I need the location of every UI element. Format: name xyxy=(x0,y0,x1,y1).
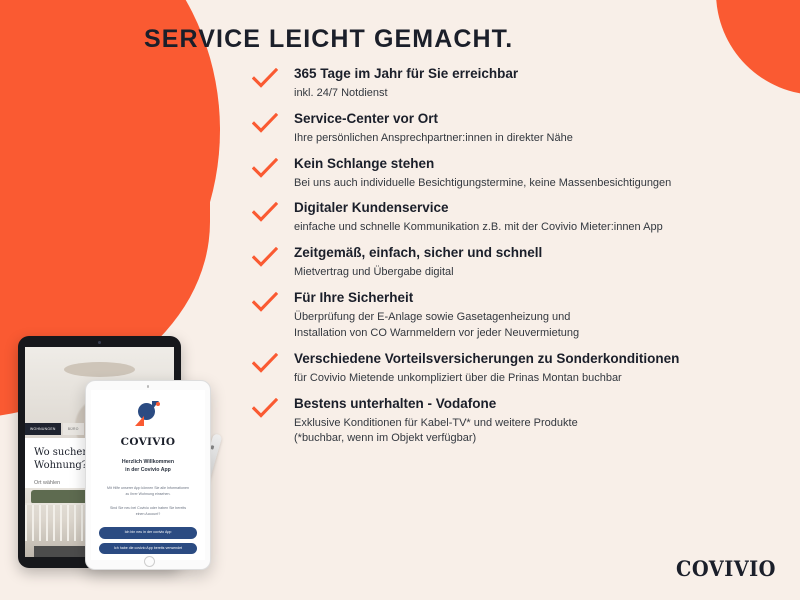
list-item-title: Digitaler Kundenservice xyxy=(294,200,449,216)
list-item-title: Kein Schlange stehen xyxy=(294,155,435,171)
camera-icon xyxy=(98,341,101,344)
app-welcome-line1: Herzlich Willkommen xyxy=(121,459,175,465)
list-item-text: Kein Schlange stehen Bei uns auch indivi… xyxy=(294,156,780,192)
app-body-line3: Sind Sie neu bei Covivio oder haben Sie … xyxy=(109,505,187,510)
list-item-sub: Ihre persönlichen Ansprechpartner:innen … xyxy=(294,131,573,144)
check-icon xyxy=(252,66,294,88)
tab-buero[interactable]: BÜRO xyxy=(62,422,84,435)
list-item-sub: für Covivio Mietende unkompliziert über … xyxy=(294,371,622,384)
list-item-title: Service-Center vor Ort xyxy=(294,110,439,126)
list-item-text: Bestens unterhalten - Vodafone Exklusive… xyxy=(294,396,780,448)
search-heading-line1: Wo suchen Sie eine xyxy=(34,447,133,459)
list-item-title: Bestens unterhalten - Vodafone xyxy=(294,395,497,411)
search-heading-line2: Wohnung? xyxy=(34,459,88,471)
app-new-user-button[interactable]: Ich bin neu in der covivio App xyxy=(99,527,197,539)
check-icon xyxy=(252,290,294,312)
list-item: Bestens unterhalten - Vodafone Exklusive… xyxy=(252,396,780,448)
list-item-title: Zeitgemäß, einfach, sicher und schnell xyxy=(294,245,543,261)
list-item: 365 Tage im Jahr für Sie erreichbar inkl… xyxy=(252,66,780,102)
list-item-sub: Überprüfung der E-Anlage sowie Gasetagen… xyxy=(294,310,571,323)
list-item-title: Für Ihre Sicherheit xyxy=(294,290,414,306)
app-welcome-heading: Herzlich Willkommen in der Covivio App xyxy=(91,459,205,475)
list-item-text: Digitaler Kundenservice einfache und sch… xyxy=(294,200,780,236)
list-item: Verschiedene Vorteilsversicherungen zu S… xyxy=(252,351,780,387)
app-body-paragraph-2: Sind Sie neu bei Covivio oder haben Sie … xyxy=(91,505,205,517)
app-existing-user-button[interactable]: Ich habe die covivio App bereits verwend… xyxy=(99,542,197,555)
list-item-sub: einfache und schnelle Kommunikation z.B.… xyxy=(294,221,663,234)
list-item-text: Zeitgemäß, einfach, sicher und schnell M… xyxy=(294,245,780,281)
home-button-icon[interactable] xyxy=(143,556,155,567)
camera-icon xyxy=(146,385,150,388)
list-item-sub: (*buchbar, wenn im Objekt verfügbar) xyxy=(294,432,477,445)
list-item: Service-Center vor Ort Ihre persönlichen… xyxy=(252,111,780,147)
app-body-line1: Mit Hilfe unserer App können Sie alle In… xyxy=(107,485,189,490)
covivio-logo: COVIVIO xyxy=(676,556,776,581)
list-item: Digitaler Kundenservice einfache und sch… xyxy=(252,200,780,236)
app-welcome-screen: COVIVIO Herzlich Willkommen in der Coviv… xyxy=(91,390,205,560)
list-item-title: 365 Tage im Jahr für Sie erreichbar xyxy=(294,66,519,81)
app-brand-wordmark: COVIVIO xyxy=(120,436,176,448)
check-icon xyxy=(252,200,294,223)
list-item-text: 365 Tage im Jahr für Sie erreichbar inkl… xyxy=(294,66,780,102)
list-item-text: Service-Center vor Ort Ihre persönlichen… xyxy=(294,111,780,147)
app-body-line2: zu Ihrer Wohnung einsehen. xyxy=(125,491,171,496)
lamp-shape xyxy=(63,361,136,377)
check-icon xyxy=(252,245,294,267)
list-item: Zeitgemäß, einfach, sicher und schnell M… xyxy=(252,245,780,281)
tab-wohnungen[interactable]: WOHNUNGEN xyxy=(25,422,61,435)
list-item-text: Verschiedene Vorteilsversicherungen zu S… xyxy=(294,351,780,387)
list-item: Kein Schlange stehen Bei uns auch indivi… xyxy=(252,156,780,192)
list-item-sub: Mietvertrag und Übergabe digital xyxy=(294,266,454,279)
list-item-sub: inkl. 24/7 Notdienst xyxy=(294,86,388,99)
list-item: Für Ihre Sicherheit Überprüfung der E-An… xyxy=(252,290,780,342)
check-icon xyxy=(252,111,294,133)
list-item-sub: Exklusive Konditionen für Kabel-TV* und … xyxy=(294,416,578,429)
check-icon xyxy=(252,396,294,418)
covivio-app-logo-icon xyxy=(135,401,161,427)
check-icon xyxy=(252,156,294,178)
list-item-sub: Bei uns auch individuelle Besichtigungst… xyxy=(294,176,672,189)
page-title: SERVICE LEICHT GEMACHT. xyxy=(144,25,514,53)
app-body-paragraph-1: Mit Hilfe unserer App können Sie alle In… xyxy=(91,485,205,497)
check-icon xyxy=(252,351,294,373)
tablet-device-front: COVIVIO Herzlich Willkommen in der Coviv… xyxy=(85,380,211,570)
list-item-text: Für Ihre Sicherheit Überprüfung der E-An… xyxy=(294,290,780,342)
benefits-list: 365 Tage im Jahr für Sie erreichbar inkl… xyxy=(252,66,780,456)
list-item-sub: Installation von CO Warnmeldern vor jede… xyxy=(294,326,580,339)
app-welcome-line2: in der Covivio App xyxy=(125,466,171,473)
list-item-title: Verschiedene Vorteilsversicherungen zu S… xyxy=(294,350,680,366)
app-body-line4: einen Account? xyxy=(135,511,161,516)
